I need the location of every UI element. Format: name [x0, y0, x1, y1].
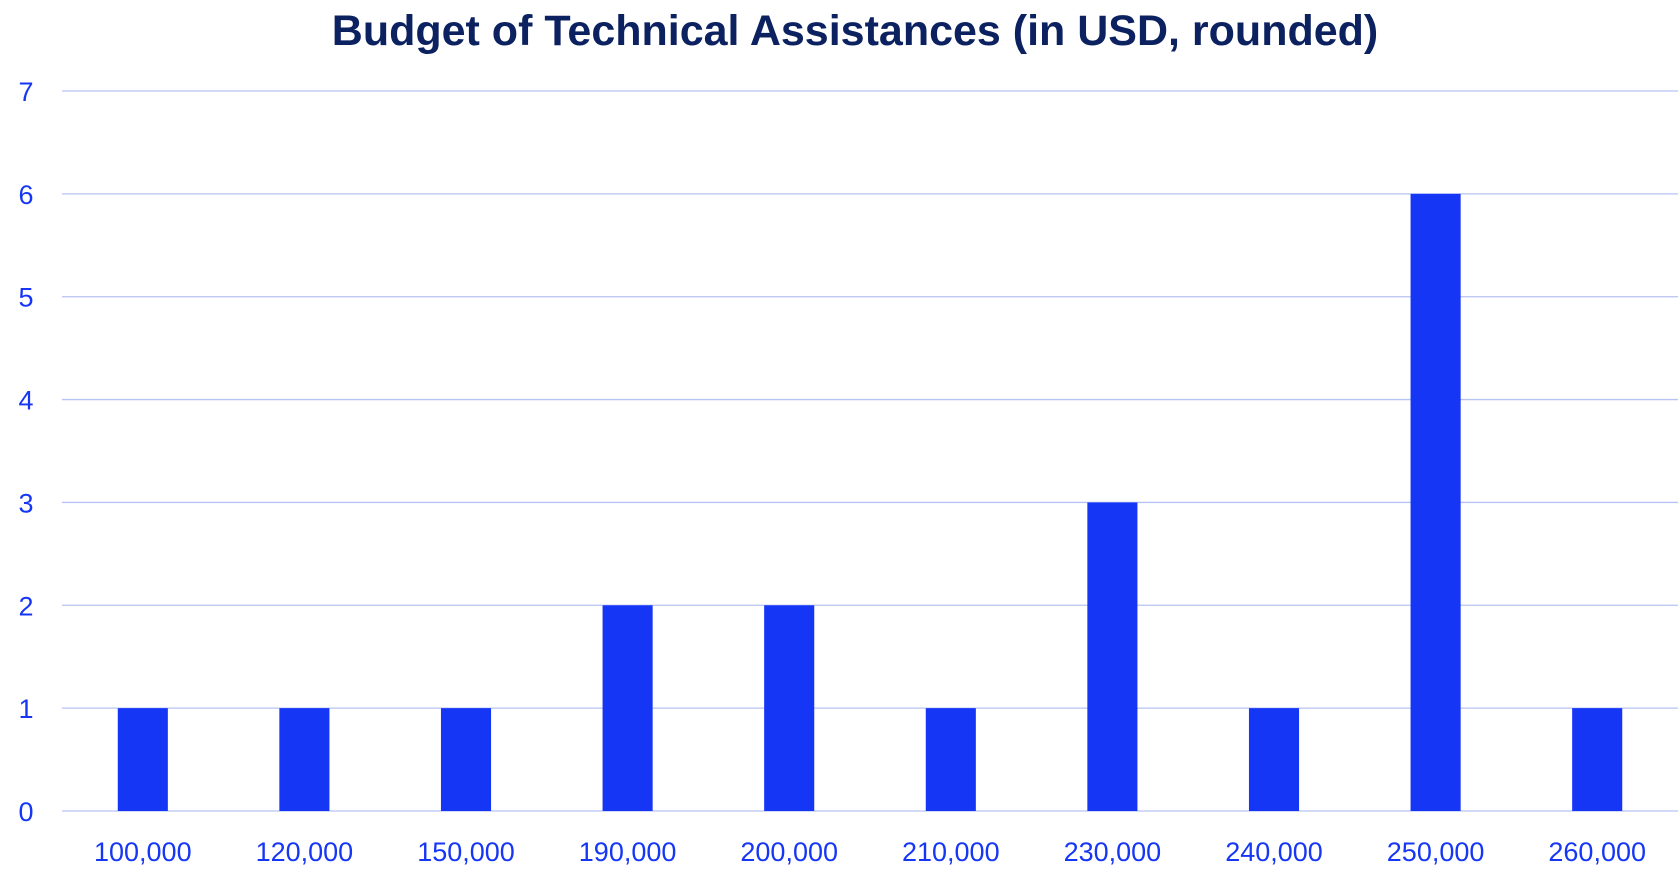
y-tick-label: 7: [18, 77, 33, 107]
y-tick-label: 5: [18, 283, 33, 313]
y-tick-label: 0: [18, 797, 33, 827]
x-tick-label: 260,000: [1548, 837, 1646, 866]
bar-230000: [1087, 502, 1138, 811]
bar-190000: [602, 605, 653, 811]
bars: [117, 193, 1623, 811]
y-tick-label: 2: [18, 591, 33, 621]
y-tick-label: 6: [18, 180, 33, 210]
x-tick-label: 150,000: [417, 837, 515, 866]
bar-240000: [1248, 708, 1300, 811]
x-tick-label: 240,000: [1225, 837, 1323, 866]
bar-250000: [1410, 193, 1461, 811]
bar-200000: [764, 605, 815, 811]
bar-210000: [925, 708, 976, 811]
x-tick-label: 230,000: [1064, 837, 1162, 866]
x-tick-label: 190,000: [579, 837, 677, 866]
chart-title: Budget of Technical Assistances (in USD,…: [332, 7, 1378, 55]
x-tick-label: 100,000: [94, 837, 192, 866]
y-tick-label: 4: [18, 386, 33, 416]
x-tick-label: 200,000: [740, 837, 838, 866]
x-axis-tick-labels: 100,000 120,000 150,000 190,000 200,000 210,0…: [94, 837, 1646, 867]
bar-100000: [117, 708, 168, 811]
x-tick-label: 250,000: [1387, 837, 1485, 866]
bar-260000: [1572, 708, 1623, 811]
bar-120000: [279, 708, 330, 811]
grid-lines: [62, 90, 1678, 812]
bar-150000: [440, 708, 492, 811]
y-tick-label: 3: [18, 488, 33, 518]
y-tick-label: 1: [18, 694, 33, 724]
x-tick-label: 120,000: [256, 837, 354, 866]
x-tick-label: 210,000: [902, 837, 1000, 866]
y-axis-tick-labels: 0 1 2 3 4 5 6 7: [18, 77, 33, 827]
